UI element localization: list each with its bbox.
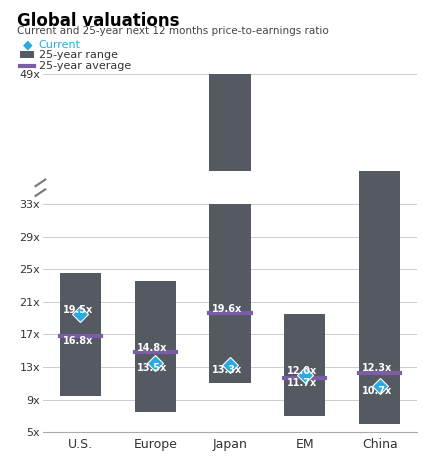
Bar (135, 282, 176, 412)
Text: Global valuations: Global valuations (17, 12, 180, 30)
Text: 19.5x: 19.5x (62, 304, 93, 314)
Text: Current and 25-year next 12 months price-to-earnings ratio: Current and 25-year next 12 months price… (17, 26, 329, 36)
Text: 13.3x: 13.3x (212, 365, 243, 375)
Bar (284, 314, 326, 416)
Text: 14.8x: 14.8x (137, 343, 168, 353)
Bar (209, 74, 251, 171)
Text: Current: Current (39, 40, 81, 50)
Bar (359, 171, 400, 424)
Bar (209, 204, 251, 383)
Text: 12.0x: 12.0x (287, 366, 317, 376)
Text: 12.3x: 12.3x (362, 363, 392, 373)
Text: 25-year average: 25-year average (39, 60, 131, 71)
Text: 10.7x: 10.7x (362, 386, 392, 396)
Bar (60, 273, 101, 396)
Text: 19.6x: 19.6x (212, 304, 243, 314)
Text: 13.5x: 13.5x (137, 363, 168, 373)
Text: ◆: ◆ (23, 38, 33, 52)
Text: 11.7x: 11.7x (287, 378, 317, 388)
Text: 25-year range: 25-year range (39, 49, 118, 60)
Text: 16.8x: 16.8x (62, 336, 93, 346)
